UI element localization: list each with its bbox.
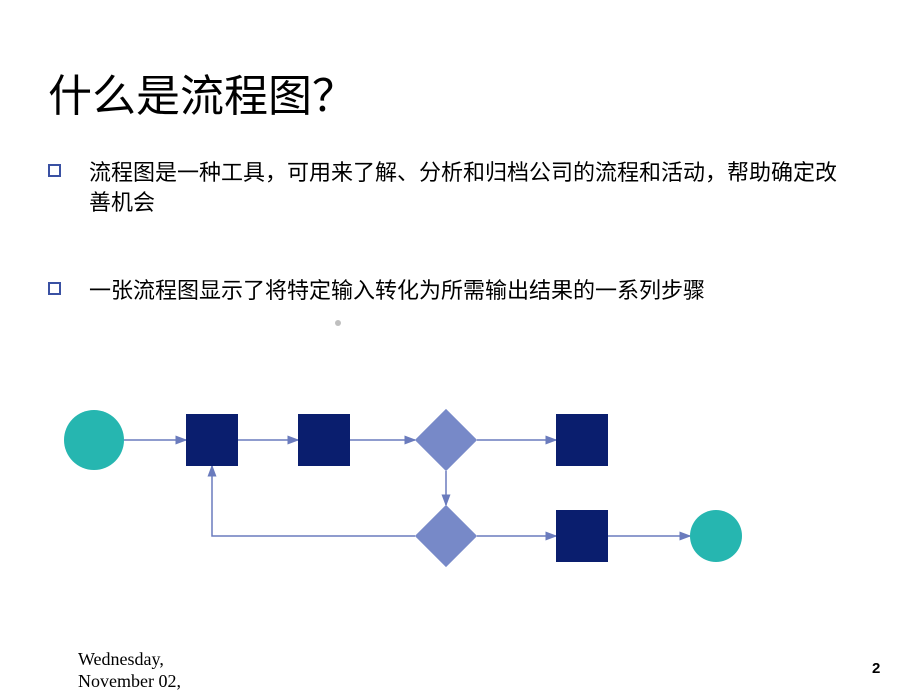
flow-circle-start [64,410,124,470]
bullet-square-icon [48,282,61,295]
bullet-item: 一张流程图显示了将特定输入转化为所需输出结果的一系列步骤 [48,276,858,306]
bullet-text: 一张流程图显示了将特定输入转化为所需输出结果的一系列步骤 [89,276,705,306]
flow-square-sq2 [298,414,350,466]
footer-date-line2: November 02, [78,670,181,690]
bullet-square-icon [48,164,61,177]
bullet-list: 流程图是一种工具，可用来了解、分析和归档公司的流程和活动，帮助确定改善机会一张流… [48,158,858,306]
flow-arrow-dia2-sq1 [212,466,415,536]
slide-title: 什么是流程图？ [48,60,356,124]
flowchart [0,380,920,600]
bullet-text: 流程图是一种工具，可用来了解、分析和归档公司的流程和活动，帮助确定改善机会 [89,158,858,218]
footer-date: Wednesday, November 02, [78,648,181,690]
flowchart-arrows [0,380,920,600]
flow-square-sq3 [556,414,608,466]
flow-circle-end [690,510,742,562]
slide: 什么是流程图？ 流程图是一种工具，可用来了解、分析和归档公司的流程和活动，帮助确… [0,0,920,690]
decorative-dot [335,320,341,326]
footer-date-line1: Wednesday, [78,648,181,670]
page-number: 2 [872,660,880,677]
flow-square-sq1 [186,414,238,466]
flow-square-sq4 [556,510,608,562]
bullet-item: 流程图是一种工具，可用来了解、分析和归档公司的流程和活动，帮助确定改善机会 [48,158,858,218]
